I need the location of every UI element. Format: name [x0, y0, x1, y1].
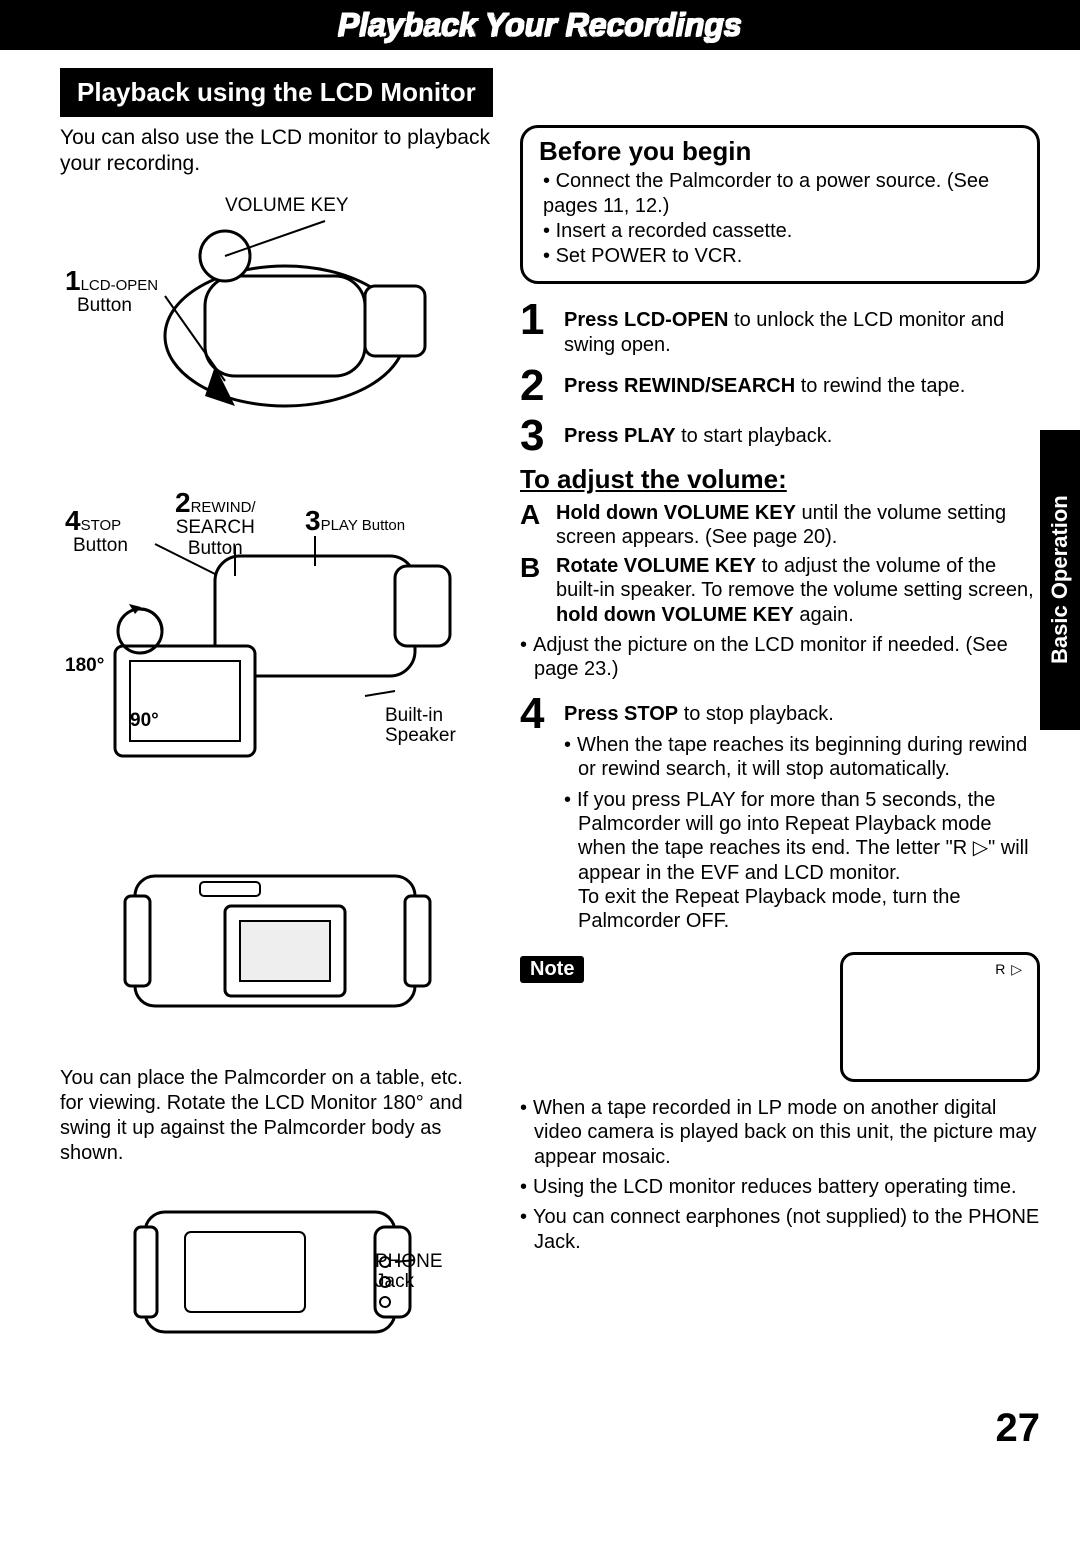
letter-bold-2: hold down VOLUME KEY: [556, 604, 794, 626]
intro-text: You can also use the LCD monitor to play…: [60, 125, 490, 178]
rewind-num: 2: [175, 487, 191, 518]
step-bold: Press REWIND/SEARCH: [564, 375, 795, 397]
lcd-indicator-text: R ▷: [995, 961, 1023, 978]
step-text: to start playback.: [676, 425, 833, 447]
section-header: Playback using the LCD Monitor: [60, 68, 493, 117]
page-banner: Playback Your Recordings: [0, 0, 1080, 50]
play-num: 3: [305, 505, 321, 536]
lcd-open-num: 1: [65, 265, 81, 296]
banner-title: Playback Your Recordings: [338, 7, 742, 44]
page-number: 27: [60, 1406, 1040, 1451]
step-1: 1 Press LCD-OPEN to unlock the LCD monit…: [520, 298, 1040, 358]
adjust-note: Adjust the picture on the LCD monitor if…: [520, 633, 1040, 682]
left-column: You can also use the LCD monitor to play…: [60, 125, 490, 1392]
note-item: Using the LCD monitor reduces battery op…: [520, 1175, 1040, 1199]
phone-jack-label: PHONE Jack: [375, 1251, 443, 1293]
letter-a: A Hold down VOLUME KEY until the volume …: [520, 501, 1040, 550]
step-number: 2: [520, 364, 554, 408]
before-item: Insert a recorded cassette.: [543, 219, 1021, 244]
illustration-3: [75, 846, 475, 1046]
before-list: Connect the Palmcorder to a power source…: [539, 169, 1021, 269]
note-label: Note: [520, 956, 584, 983]
illustration-2: 4STOP Button 2REWIND/ SEARCH Button 3PLA…: [75, 496, 475, 826]
letter-label: B: [520, 554, 546, 627]
before-title: Before you begin: [539, 136, 759, 167]
step-number: 4: [520, 692, 554, 940]
camcorder-top-illustration: [115, 196, 435, 426]
letter-bold: Rotate VOLUME KEY: [556, 555, 756, 577]
angle-90: 90°: [130, 710, 159, 731]
letter-bold: Hold down VOLUME KEY: [556, 502, 796, 524]
step-bold: Press LCD-OPEN: [564, 309, 729, 331]
speaker-label-2: Speaker: [385, 725, 456, 746]
letter-label: A: [520, 501, 546, 550]
step-4: 4 Press STOP to stop playback. When the …: [520, 692, 1040, 940]
camcorder-table-illustration: [105, 846, 445, 1036]
step-2: 2 Press REWIND/SEARCH to rewind the tape…: [520, 364, 1040, 408]
before-you-begin-box: Before you begin Connect the Palmcorder …: [520, 125, 1040, 284]
rewind-sub: Button: [188, 538, 243, 559]
illustration-4: PHONE Jack: [75, 1182, 475, 1372]
lcd-indicator-box: R ▷: [840, 952, 1040, 1082]
letter-b: B Rotate VOLUME KEY to adjust the volume…: [520, 554, 1040, 627]
before-item: Set POWER to VCR.: [543, 244, 1021, 269]
illustration-1: VOLUME KEY 1LCD-OPEN Button: [75, 196, 475, 456]
step-text: to stop playback.: [678, 703, 834, 725]
step-bold: Press PLAY: [564, 425, 676, 447]
stop-label: STOP: [81, 517, 122, 534]
step4-bullet: When the tape reaches its beginning duri…: [564, 733, 1040, 782]
letter-text-2: again.: [794, 604, 854, 626]
angle-180: 180°: [65, 655, 104, 676]
lcd-open-sub: Button: [65, 295, 132, 316]
step-text: to rewind the tape.: [795, 375, 965, 397]
speaker-label-1: Built-in: [385, 705, 443, 726]
step-number: 1: [520, 298, 554, 358]
step-3: 3 Press PLAY to start playback.: [520, 414, 1040, 458]
note-item: When a tape recorded in LP mode on anoth…: [520, 1096, 1040, 1169]
note-item: You can connect earphones (not supplied)…: [520, 1205, 1040, 1254]
right-column: Before you begin Connect the Palmcorder …: [520, 125, 1040, 1392]
step-bold: Press STOP: [564, 703, 678, 725]
before-item: Connect the Palmcorder to a power source…: [543, 169, 1021, 219]
step4-bullet: If you press PLAY for more than 5 second…: [564, 788, 1040, 934]
play-label: PLAY Button: [321, 517, 406, 534]
rewind-label: REWIND/: [191, 499, 256, 516]
rewind-label2: SEARCH: [176, 517, 255, 538]
stop-num: 4: [65, 505, 81, 536]
table-caption: You can place the Palmcorder on a table,…: [60, 1066, 490, 1166]
side-tab: Basic Operation: [1040, 430, 1080, 730]
step-number: 3: [520, 414, 554, 458]
stop-sub: Button: [65, 535, 128, 556]
volume-key-label: VOLUME KEY: [225, 195, 349, 216]
adjust-volume-heading: To adjust the volume:: [520, 464, 1040, 495]
lcd-open-label: LCD-OPEN: [81, 277, 159, 294]
